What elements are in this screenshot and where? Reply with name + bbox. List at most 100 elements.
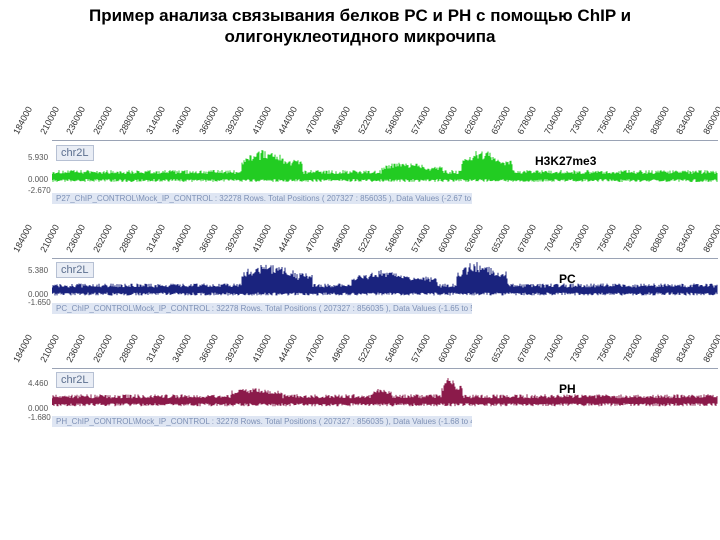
tick-label: 496000 (329, 332, 353, 364)
tick-label: 548000 (382, 332, 406, 364)
tick-label: 678000 (515, 104, 539, 136)
coordinate-ticks: 184000 210000 236000 262000 288000 314000 3400… (0, 90, 720, 138)
tick-label: 808000 (648, 104, 672, 136)
tick-label: 756000 (595, 104, 618, 136)
tick-label: 704000 (541, 332, 565, 364)
tick-label: 366000 (196, 332, 220, 364)
tick-label: 392000 (223, 222, 247, 254)
tick-label: 314000 (143, 332, 167, 364)
tick-label: 418000 (250, 222, 273, 254)
tick-label: 210000 (37, 104, 61, 136)
y-min-value: -2.670 (28, 186, 51, 195)
signal-trace (52, 378, 718, 407)
track-label-h3k27me3: H3K27me3 (535, 154, 597, 168)
tick-label: 444000 (276, 104, 300, 136)
tick-label: 860000 (701, 332, 720, 364)
tick-label: 678000 (515, 222, 539, 254)
tick-label: 288000 (117, 222, 141, 254)
tick-label: 678000 (515, 332, 539, 364)
tick-label: 444000 (276, 222, 300, 254)
coordinate-ticks: 184000 210000 236000 262000 288000 314000 3400… (0, 208, 720, 256)
tick-label: 860000 (701, 104, 720, 136)
chromosome-label[interactable]: chr2L (56, 372, 94, 388)
signal-trace (52, 262, 718, 296)
signal-trace (52, 150, 718, 182)
track-info-bar: PH_ChIP_CONTROL\Mock_IP_CONTROL : 32278 … (52, 416, 472, 427)
tick-label: 600000 (435, 104, 459, 136)
y-max-value: 5.380 (28, 266, 49, 275)
tick-label: 574000 (409, 222, 433, 254)
tick-label: 782000 (621, 104, 645, 136)
track-info-bar: P27_ChIP_CONTROL\Mock_IP_CONTROL : 32278… (52, 193, 472, 204)
tick-label: 470000 (303, 332, 327, 364)
tick-label: 470000 (303, 222, 327, 254)
tick-label: 548000 (382, 104, 406, 136)
tick-label: 314000 (143, 222, 167, 254)
chromosome-label[interactable]: chr2L (56, 145, 94, 161)
tick-label: 496000 (329, 104, 353, 136)
tick-label: 808000 (648, 222, 672, 254)
tick-label: 730000 (568, 332, 592, 364)
ph-signal-track (52, 378, 718, 407)
track-frame (52, 140, 718, 141)
ph-panel: 184000 210000 236000 262000 288000 314000 3400… (0, 318, 720, 428)
pc-panel: 184000 210000 236000 262000 288000 314000 3400… (0, 208, 720, 320)
tick-label: 496000 (329, 222, 353, 254)
coordinate-ticks: 184000 210000 236000 262000 288000 314000 3400… (0, 318, 720, 366)
tick-label: 730000 (568, 104, 592, 136)
tick-label: 548000 (382, 222, 406, 254)
tick-label: 834000 (674, 222, 698, 254)
chromosome-label[interactable]: chr2L (56, 262, 94, 278)
tick-label: 184000 (11, 104, 35, 136)
h3k27-signal-track (52, 150, 718, 182)
tick-label: 366000 (196, 104, 220, 136)
slide-title: Пример анализа связывания белков PC и PH… (88, 6, 632, 46)
tick-label: 652000 (488, 332, 512, 364)
tick-label: 756000 (595, 222, 618, 254)
tick-label: 574000 (409, 104, 433, 136)
tick-label: 366000 (196, 222, 220, 254)
tick-label: 782000 (621, 222, 645, 254)
tick-label: 262000 (90, 104, 114, 136)
y-zero-value: 0.000 (28, 404, 49, 413)
tick-label: 704000 (541, 104, 565, 136)
tick-label: 262000 (90, 222, 114, 254)
tick-label: 392000 (223, 104, 247, 136)
tick-label: 288000 (117, 332, 141, 364)
tick-label: 314000 (143, 104, 167, 136)
track-frame (52, 368, 718, 369)
tick-label: 808000 (648, 332, 672, 364)
tick-label: 782000 (621, 332, 645, 364)
tick-label: 756000 (595, 332, 618, 364)
track-label-ph: PH (559, 382, 576, 396)
pc-signal-track (52, 262, 718, 296)
y-max-value: 4.460 (28, 379, 49, 388)
y-zero-value: 0.000 (28, 290, 49, 299)
y-max-value: 5.930 (28, 153, 49, 162)
tick-label: 522000 (356, 332, 380, 364)
tick-label: 262000 (90, 332, 114, 364)
tick-label: 626000 (462, 222, 486, 254)
tick-label: 236000 (64, 104, 88, 136)
tick-label: 470000 (303, 104, 327, 136)
tick-label: 288000 (117, 104, 141, 136)
track-frame (52, 258, 718, 259)
tick-label: 704000 (541, 222, 565, 254)
tick-label: 652000 (488, 104, 512, 136)
tick-label: 340000 (170, 222, 194, 254)
y-zero-value: 0.000 (28, 175, 49, 184)
tick-label: 392000 (223, 332, 247, 364)
tick-label: 184000 (11, 332, 35, 364)
tick-label: 860000 (701, 222, 720, 254)
tick-label: 210000 (37, 222, 61, 254)
tick-label: 834000 (674, 332, 698, 364)
tick-label: 210000 (37, 332, 61, 364)
tick-label: 626000 (462, 104, 486, 136)
tick-label: 418000 (250, 104, 273, 136)
tick-label: 600000 (435, 332, 459, 364)
tick-label: 236000 (64, 332, 88, 364)
h3k27-panel: 184000 210000 236000 262000 288000 314000 3400… (0, 90, 720, 210)
tick-label: 236000 (64, 222, 88, 254)
tick-label: 418000 (250, 332, 273, 364)
tick-label: 574000 (409, 332, 433, 364)
